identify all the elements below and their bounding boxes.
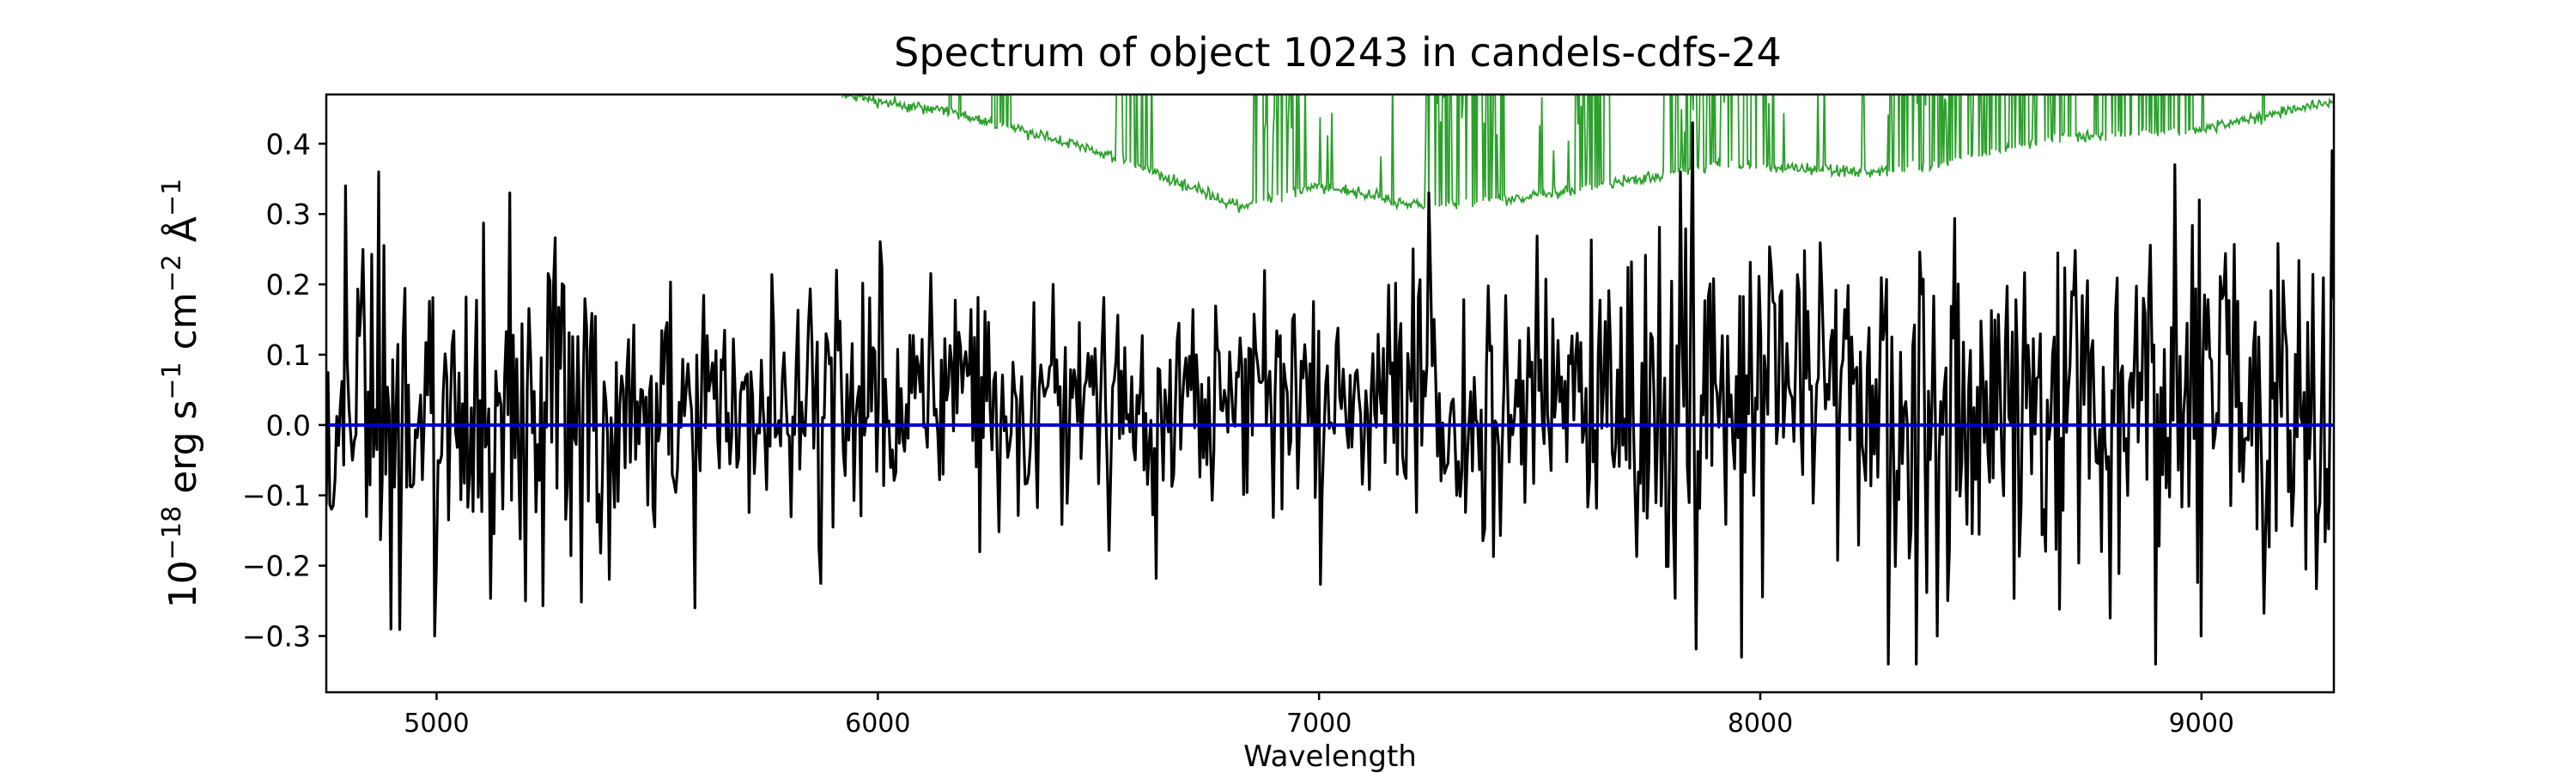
y-tick-label: 0.0 — [266, 409, 311, 442]
y-axis-ticks: 0.4 0.3 0.2 0.1 0.0 −0.1 −0.2 −0.3 — [242, 127, 326, 653]
y-tick-label: 0.4 — [266, 127, 311, 161]
x-tick-label: 7000 — [1286, 709, 1352, 739]
x-tick-label: 5000 — [404, 709, 469, 739]
y-tick-label: 0.3 — [266, 198, 311, 231]
y-tick-label: 0.2 — [266, 268, 311, 301]
x-tick-label: 6000 — [845, 709, 910, 739]
y-tick-label: −0.1 — [242, 479, 311, 513]
chart-title: Spectrum of object 10243 in candels-cdfs… — [894, 29, 1782, 76]
sky-spectrum-line — [841, 94, 2334, 213]
x-tick-label: 9000 — [2169, 709, 2234, 739]
plot-area — [326, 94, 2334, 666]
flux-spectrum-line — [326, 121, 2334, 666]
y-axis-label: 10−18 erg s−1 cm−2 Å−1 — [157, 179, 205, 608]
x-axis-ticks: 5000 6000 7000 8000 9000 — [404, 692, 2234, 739]
x-axis-label: Wavelength — [1243, 740, 1417, 773]
y-tick-label: 0.1 — [266, 338, 311, 372]
plot-frame — [325, 93, 2336, 694]
y-tick-label: −0.2 — [242, 550, 311, 583]
x-tick-label: 8000 — [1728, 709, 1793, 739]
y-tick-label: −0.3 — [242, 619, 311, 653]
